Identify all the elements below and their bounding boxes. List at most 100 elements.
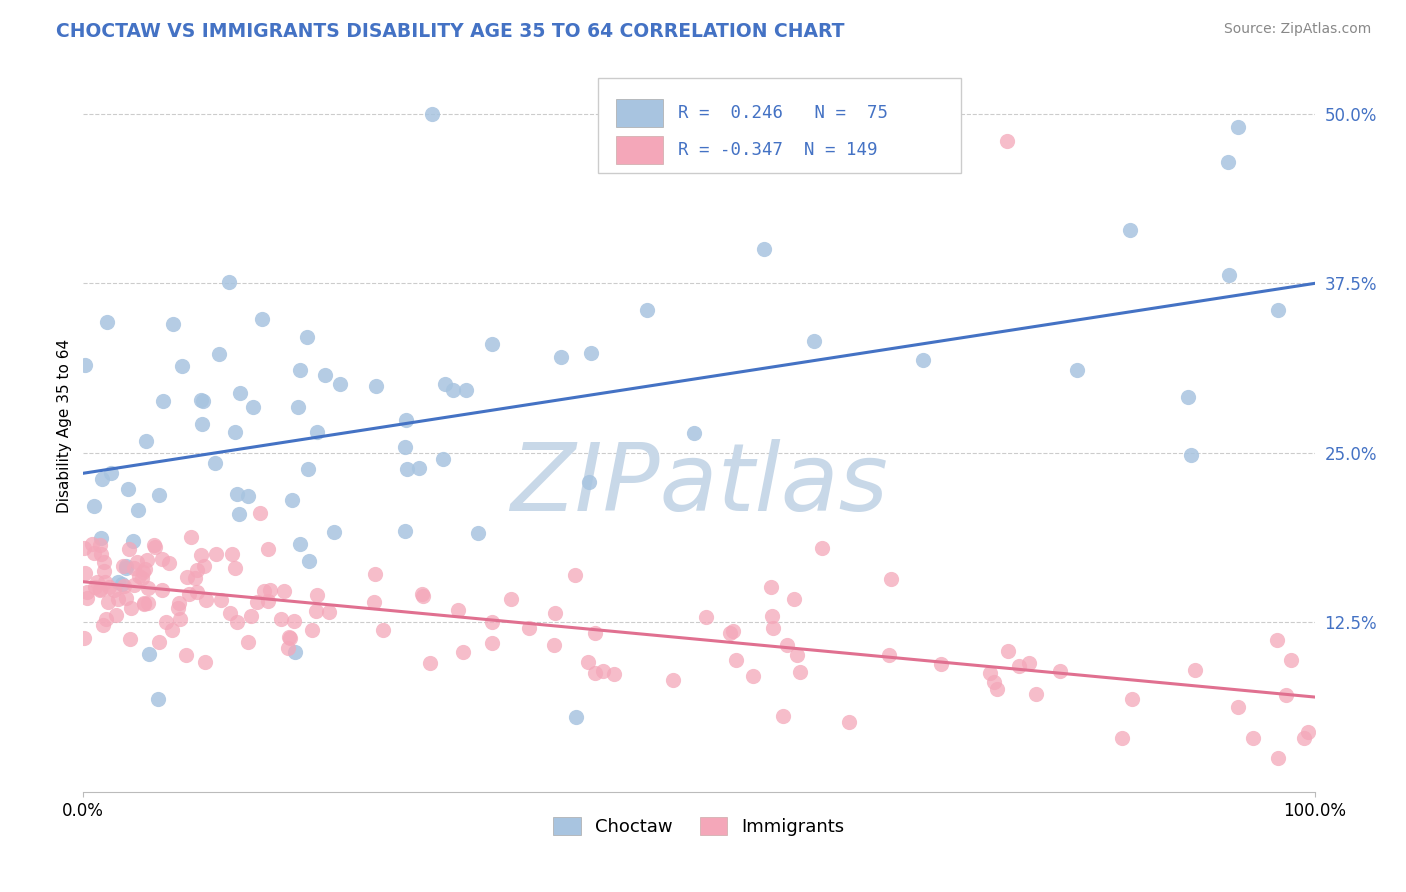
Point bbox=[131, 566, 153, 580]
Point bbox=[150, 582, 173, 597]
Point bbox=[364, 567, 387, 582]
Point bbox=[283, 614, 305, 628]
Point bbox=[371, 624, 394, 638]
Point bbox=[1275, 688, 1298, 702]
Point bbox=[741, 669, 763, 683]
Point bbox=[229, 386, 252, 401]
Point bbox=[135, 553, 157, 567]
Point bbox=[112, 579, 135, 593]
Point bbox=[318, 605, 340, 619]
Point bbox=[1292, 731, 1315, 745]
Point bbox=[89, 583, 111, 598]
Point bbox=[107, 592, 129, 607]
Point bbox=[1177, 390, 1199, 404]
Point bbox=[93, 555, 115, 569]
Point bbox=[434, 376, 457, 391]
Point bbox=[811, 541, 834, 555]
Point bbox=[73, 632, 96, 646]
Point bbox=[76, 591, 98, 605]
Point bbox=[252, 583, 274, 598]
Point bbox=[143, 540, 166, 554]
Point bbox=[543, 638, 565, 652]
Point bbox=[395, 462, 418, 476]
Point bbox=[186, 585, 208, 599]
Y-axis label: Disability Age 35 to 64: Disability Age 35 to 64 bbox=[58, 339, 72, 513]
Point bbox=[1218, 154, 1240, 169]
Point bbox=[86, 575, 108, 590]
Point bbox=[576, 656, 599, 670]
Point bbox=[683, 426, 706, 441]
Point bbox=[134, 598, 156, 612]
Point bbox=[288, 363, 311, 377]
Point bbox=[136, 581, 159, 595]
Point bbox=[517, 620, 540, 634]
Point bbox=[219, 607, 242, 621]
Point bbox=[218, 275, 240, 289]
Point bbox=[120, 632, 142, 646]
Point bbox=[103, 582, 125, 597]
Point bbox=[252, 312, 274, 326]
Point bbox=[297, 462, 319, 476]
Point bbox=[249, 506, 271, 520]
Point bbox=[481, 636, 503, 650]
Point bbox=[305, 588, 328, 602]
Point bbox=[995, 134, 1018, 148]
Point bbox=[134, 596, 156, 610]
Point bbox=[125, 556, 148, 570]
Point bbox=[94, 612, 117, 626]
Point bbox=[176, 570, 198, 584]
Point bbox=[205, 547, 228, 561]
Point bbox=[90, 531, 112, 545]
Point bbox=[307, 425, 329, 439]
Point bbox=[1180, 448, 1202, 462]
Point bbox=[451, 645, 474, 659]
Point bbox=[912, 352, 935, 367]
Point bbox=[204, 456, 226, 470]
Point bbox=[724, 653, 747, 667]
Point bbox=[138, 648, 160, 662]
Point bbox=[127, 503, 149, 517]
Point bbox=[592, 664, 614, 678]
Point bbox=[1226, 699, 1249, 714]
Point bbox=[183, 571, 205, 585]
Point bbox=[281, 493, 304, 508]
Point bbox=[1066, 363, 1088, 377]
Point bbox=[447, 603, 470, 617]
Point bbox=[83, 546, 105, 560]
Point bbox=[115, 559, 138, 574]
Point bbox=[225, 487, 247, 501]
Text: ZIPatlas: ZIPatlas bbox=[510, 439, 887, 530]
Point bbox=[94, 574, 117, 589]
Point bbox=[803, 334, 825, 349]
Point bbox=[72, 541, 94, 555]
Point bbox=[408, 461, 430, 475]
Point bbox=[366, 378, 388, 392]
Point bbox=[134, 562, 156, 576]
Point bbox=[76, 585, 98, 599]
Point bbox=[284, 645, 307, 659]
Point bbox=[983, 674, 1005, 689]
Point bbox=[759, 580, 782, 594]
Point bbox=[1218, 268, 1240, 283]
Point bbox=[432, 451, 454, 466]
Point bbox=[162, 623, 184, 637]
Point bbox=[259, 582, 281, 597]
Point bbox=[122, 560, 145, 574]
Point bbox=[221, 547, 243, 561]
Point bbox=[578, 475, 600, 489]
Text: R =  0.246   N =  75: R = 0.246 N = 75 bbox=[678, 104, 889, 122]
Point bbox=[1018, 657, 1040, 671]
Point bbox=[194, 655, 217, 669]
Point bbox=[929, 657, 952, 672]
Point bbox=[270, 611, 292, 625]
Point bbox=[155, 615, 177, 630]
Point bbox=[118, 541, 141, 556]
Point bbox=[695, 610, 717, 624]
Point bbox=[89, 538, 111, 552]
Point bbox=[394, 524, 416, 538]
Point bbox=[550, 350, 572, 364]
Point bbox=[786, 648, 808, 662]
Point bbox=[228, 508, 250, 522]
Point bbox=[100, 466, 122, 480]
Point bbox=[148, 488, 170, 502]
